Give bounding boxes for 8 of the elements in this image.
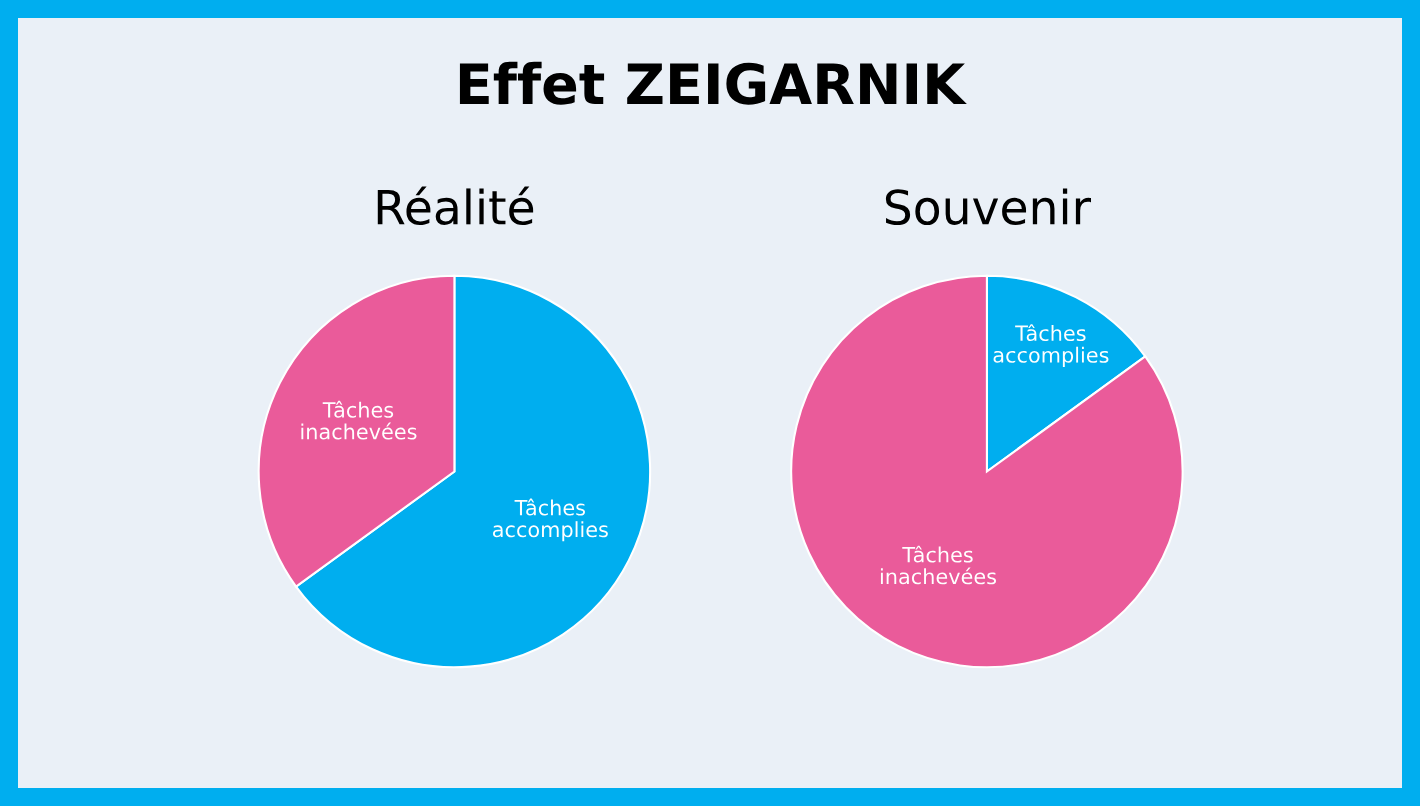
- chart-title: Souvenir: [885, 188, 1092, 225]
- pie-slice: [790, 274, 1184, 669]
- text: Effet ZEIGARNIK: [459, 61, 967, 105]
- slice-label: Tâches accomplies: [993, 324, 1109, 367]
- slice-label: Tâches inachevées: [301, 400, 417, 440]
- chart-title: Réalité: [377, 186, 534, 225]
- slice-label: Tâches accomplies: [492, 498, 608, 542]
- slice-label: Tâches inachevées: [880, 545, 997, 585]
